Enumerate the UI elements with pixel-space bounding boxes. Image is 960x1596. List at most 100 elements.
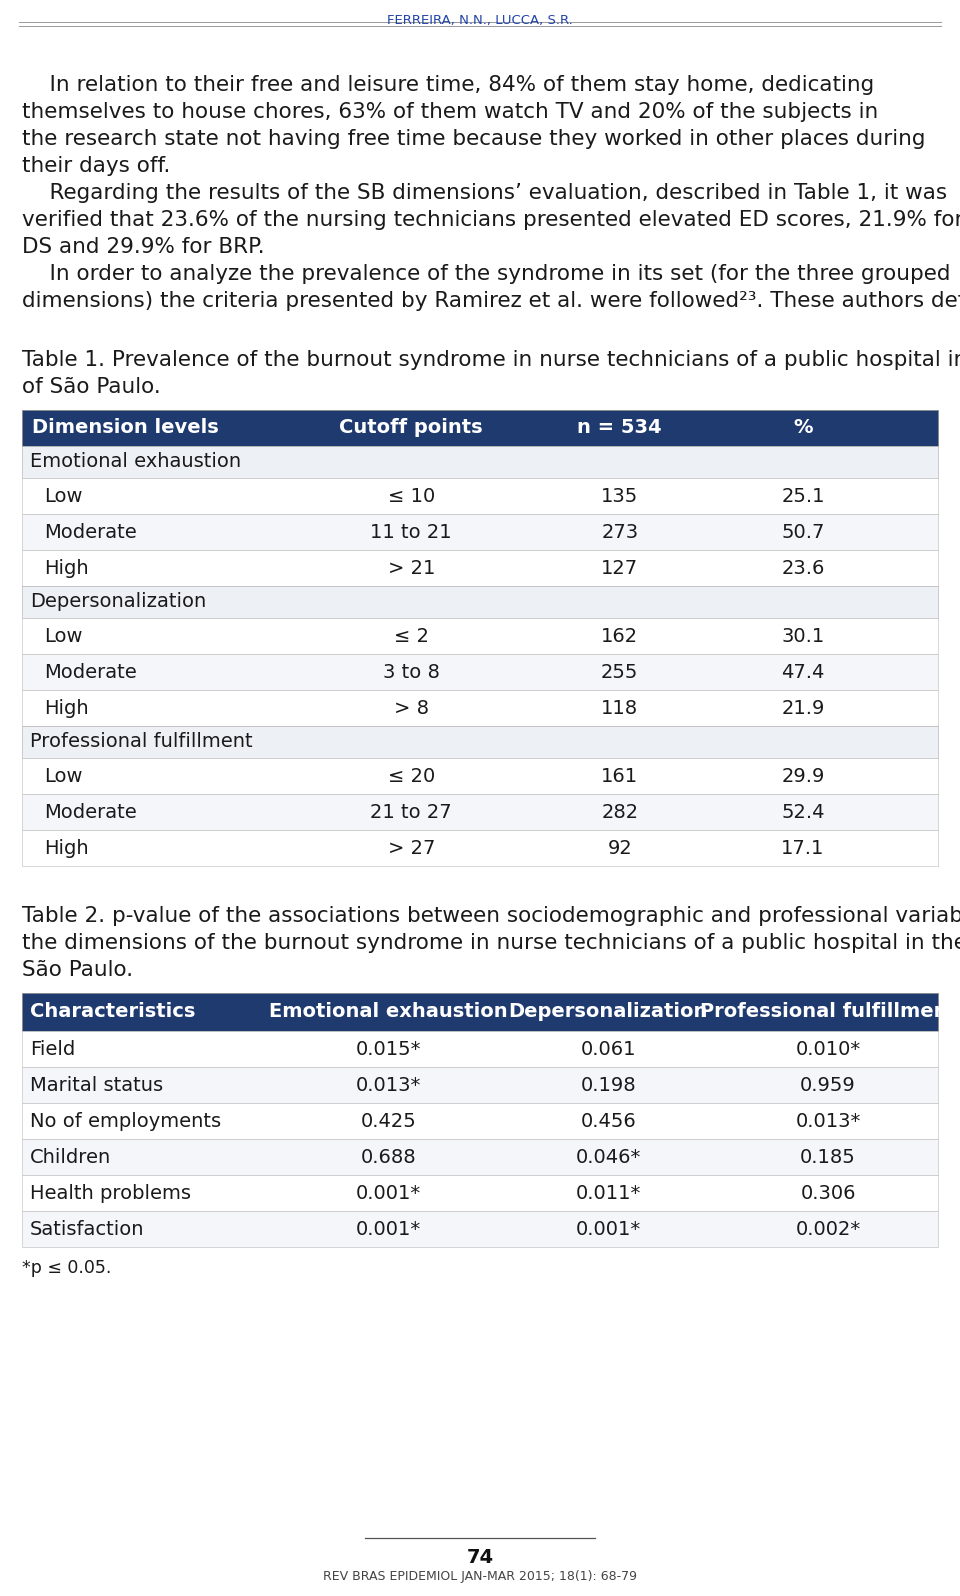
Text: Health problems: Health problems	[30, 1184, 191, 1203]
Text: High: High	[44, 559, 88, 578]
Text: 282: 282	[601, 803, 638, 822]
Text: REV BRAS EPIDEMIOL JAN-MAR 2015; 18(1): 68-79: REV BRAS EPIDEMIOL JAN-MAR 2015; 18(1): …	[323, 1570, 637, 1583]
Text: 3 to 8: 3 to 8	[383, 662, 440, 681]
Text: 23.6: 23.6	[781, 559, 825, 578]
Text: Professional fulfillment: Professional fulfillment	[30, 733, 252, 752]
Text: dimensions) the criteria presented by Ramirez et al. were followed²³. These auth: dimensions) the criteria presented by Ra…	[22, 290, 960, 311]
Bar	[22, 1140, 938, 1175]
Text: Moderate: Moderate	[44, 523, 136, 543]
Text: > 21: > 21	[388, 559, 435, 578]
Text: Characteristics: Characteristics	[30, 1002, 196, 1021]
Text: verified that 23.6% of the nursing technicians presented elevated ED scores, 21.: verified that 23.6% of the nursing techn…	[22, 211, 960, 230]
Text: %: %	[793, 418, 813, 437]
Text: Depersonalization: Depersonalization	[30, 592, 206, 611]
Bar	[22, 726, 938, 758]
Text: 0.306: 0.306	[801, 1184, 855, 1203]
Text: n = 534: n = 534	[577, 418, 662, 437]
Text: 21 to 27: 21 to 27	[371, 803, 452, 822]
Text: 0.013*: 0.013*	[796, 1112, 861, 1132]
Text: 0.959: 0.959	[801, 1076, 856, 1095]
Text: Emotional exhaustion: Emotional exhaustion	[269, 1002, 508, 1021]
Text: Low: Low	[44, 768, 83, 785]
Text: 17.1: 17.1	[781, 839, 825, 859]
Bar	[22, 410, 938, 445]
Bar	[22, 793, 938, 830]
Text: 135: 135	[601, 487, 638, 506]
Bar	[22, 1068, 938, 1103]
Text: *p ≤ 0.05.: *p ≤ 0.05.	[22, 1259, 111, 1277]
Text: Table 2. p-value of the associations between sociodemographic and professional v: Table 2. p-value of the associations bet…	[22, 907, 960, 926]
Text: 0.425: 0.425	[361, 1112, 417, 1132]
Text: 162: 162	[601, 627, 638, 646]
Text: Dimension levels: Dimension levels	[32, 418, 219, 437]
Text: 0.013*: 0.013*	[356, 1076, 421, 1095]
Bar	[22, 689, 938, 726]
Text: the dimensions of the burnout syndrome in nurse technicians of a public hospital: the dimensions of the burnout syndrome i…	[22, 934, 960, 953]
Text: 161: 161	[601, 768, 638, 785]
Text: 0.001*: 0.001*	[356, 1184, 421, 1203]
Text: FERREIRA, N.N., LUCCA, S.R.: FERREIRA, N.N., LUCCA, S.R.	[387, 14, 573, 27]
Text: Low: Low	[44, 627, 83, 646]
Text: Table 1. Prevalence of the burnout syndrome in nurse technicians of a public hos: Table 1. Prevalence of the burnout syndr…	[22, 350, 960, 370]
Text: 74: 74	[467, 1548, 493, 1567]
Text: Cutoff points: Cutoff points	[340, 418, 483, 437]
Bar	[22, 758, 938, 793]
Text: 118: 118	[601, 699, 638, 718]
Bar	[22, 618, 938, 654]
Text: 0.015*: 0.015*	[355, 1041, 421, 1060]
Text: 0.001*: 0.001*	[576, 1219, 641, 1238]
Text: No of employments: No of employments	[30, 1112, 221, 1132]
Bar	[22, 830, 938, 867]
Text: the research state not having free time because they worked in other places duri: the research state not having free time …	[22, 129, 925, 148]
Text: > 8: > 8	[394, 699, 429, 718]
Text: In relation to their free and leisure time, 84% of them stay home, dedicating: In relation to their free and leisure ti…	[22, 75, 875, 96]
Text: High: High	[44, 699, 88, 718]
Text: their days off.: their days off.	[22, 156, 170, 176]
Text: Depersonalization: Depersonalization	[509, 1002, 708, 1021]
Bar	[22, 1211, 938, 1246]
Text: 255: 255	[601, 662, 638, 681]
Text: Regarding the results of the SB dimensions’ evaluation, described in Table 1, it: Regarding the results of the SB dimensio…	[22, 184, 948, 203]
Bar	[22, 514, 938, 551]
Bar	[22, 586, 938, 618]
Bar	[22, 654, 938, 689]
Text: 29.9: 29.9	[781, 768, 825, 785]
Text: Children: Children	[30, 1148, 111, 1167]
Text: 30.1: 30.1	[781, 627, 825, 646]
Text: 0.001*: 0.001*	[356, 1219, 421, 1238]
Text: 11 to 21: 11 to 21	[371, 523, 452, 543]
Text: 52.4: 52.4	[781, 803, 825, 822]
Bar	[22, 1103, 938, 1140]
Text: 0.185: 0.185	[801, 1148, 856, 1167]
Text: São Paulo.: São Paulo.	[22, 961, 133, 980]
Text: Moderate: Moderate	[44, 662, 136, 681]
Text: 127: 127	[601, 559, 638, 578]
Text: Satisfaction: Satisfaction	[30, 1219, 145, 1238]
Text: Field: Field	[30, 1041, 75, 1060]
Bar	[22, 1175, 938, 1211]
Text: 0.010*: 0.010*	[796, 1041, 861, 1060]
Text: Professional fulfillment: Professional fulfillment	[700, 1002, 956, 1021]
Text: 0.011*: 0.011*	[576, 1184, 641, 1203]
Bar	[22, 1031, 938, 1068]
Bar	[22, 445, 938, 477]
Text: Moderate: Moderate	[44, 803, 136, 822]
Text: 0.046*: 0.046*	[576, 1148, 641, 1167]
Text: In order to analyze the prevalence of the syndrome in its set (for the three gro: In order to analyze the prevalence of th…	[22, 263, 950, 284]
Text: 0.456: 0.456	[581, 1112, 636, 1132]
Text: 92: 92	[608, 839, 632, 859]
Text: 273: 273	[601, 523, 638, 543]
Text: ≤ 10: ≤ 10	[388, 487, 435, 506]
Text: DS and 29.9% for BRP.: DS and 29.9% for BRP.	[22, 236, 265, 257]
Text: 0.688: 0.688	[361, 1148, 417, 1167]
Text: 0.002*: 0.002*	[796, 1219, 861, 1238]
Text: ≤ 2: ≤ 2	[394, 627, 429, 646]
Text: ≤ 20: ≤ 20	[388, 768, 435, 785]
Text: Low: Low	[44, 487, 83, 506]
Text: 21.9: 21.9	[781, 699, 825, 718]
Text: 25.1: 25.1	[781, 487, 825, 506]
Text: 50.7: 50.7	[781, 523, 825, 543]
Text: Emotional exhaustion: Emotional exhaustion	[30, 452, 241, 471]
Text: Marital status: Marital status	[30, 1076, 163, 1095]
Bar	[22, 993, 938, 1031]
